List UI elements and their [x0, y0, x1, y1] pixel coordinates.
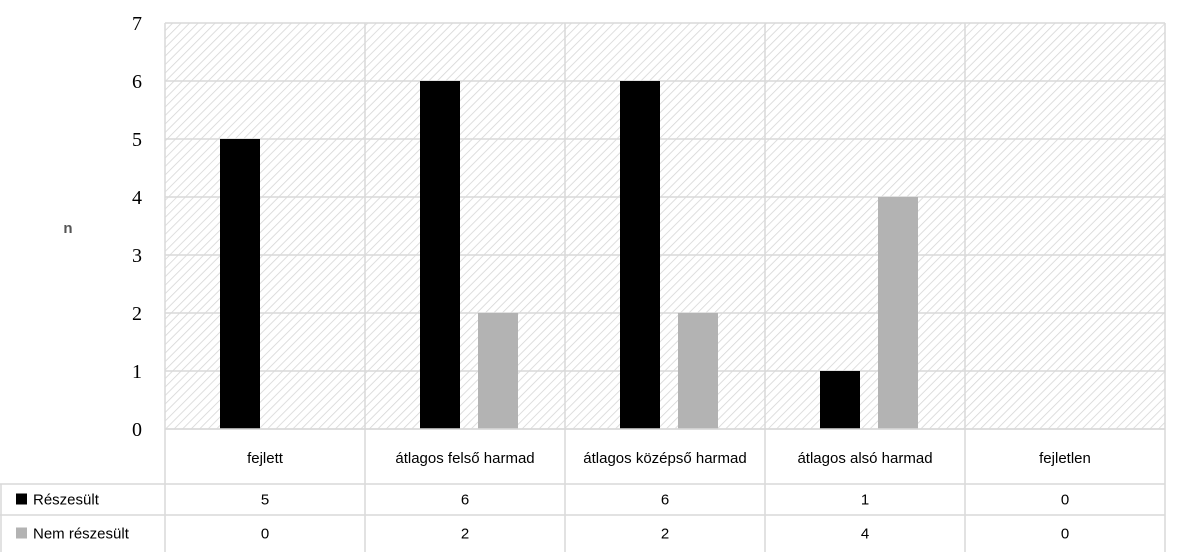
y-tick-label: 7: [132, 13, 142, 35]
bar: [678, 313, 718, 429]
bar: [620, 81, 660, 429]
x-tick-label: átlagos alsó harmad: [797, 450, 932, 467]
x-tick-label: fejlett: [247, 450, 284, 467]
table-cell: 6: [461, 492, 469, 509]
bar: [220, 139, 260, 429]
x-tick-label: átlagos felső harmad: [395, 450, 534, 467]
y-axis-ticks: 0 1 2 3 4 5 6 7: [132, 13, 142, 441]
y-tick-label: 5: [132, 129, 142, 151]
y-tick-label: 6: [132, 71, 142, 93]
x-tick-label: átlagos középső harmad: [583, 450, 746, 467]
table-cell: 4: [861, 526, 869, 543]
legend-label: Nem részesült: [33, 526, 130, 543]
bar: [478, 313, 518, 429]
data-table: fejlett átlagos felső harmad átlagos közép…: [0, 428, 1165, 552]
y-tick-label: 3: [132, 245, 142, 267]
gridlines: [164, 22, 1166, 552]
y-axis-label: n: [63, 220, 72, 237]
y-tick-label: 4: [132, 187, 142, 209]
legend-swatch: [16, 527, 27, 539]
y-tick-label: 0: [132, 419, 142, 441]
table-cell: 2: [661, 526, 669, 543]
table-cell: 5: [261, 492, 269, 509]
table-cell: 2: [461, 526, 469, 543]
legend-label: Részesült: [33, 492, 100, 509]
bar: [878, 197, 918, 429]
bar: [820, 371, 860, 429]
y-tick-label: 1: [132, 361, 142, 383]
bars: [220, 81, 918, 429]
plot-area-background: [165, 23, 1165, 429]
table-cell: 1: [861, 492, 869, 509]
table-cell: 0: [1061, 526, 1069, 543]
y-tick-label: 2: [132, 303, 142, 325]
bar: [420, 81, 460, 429]
table-cell: 6: [661, 492, 669, 509]
x-tick-label: fejletlen: [1039, 450, 1091, 467]
legend-swatch: [16, 493, 27, 505]
table-cell: 0: [261, 526, 269, 543]
table-cell: 0: [1061, 492, 1069, 509]
